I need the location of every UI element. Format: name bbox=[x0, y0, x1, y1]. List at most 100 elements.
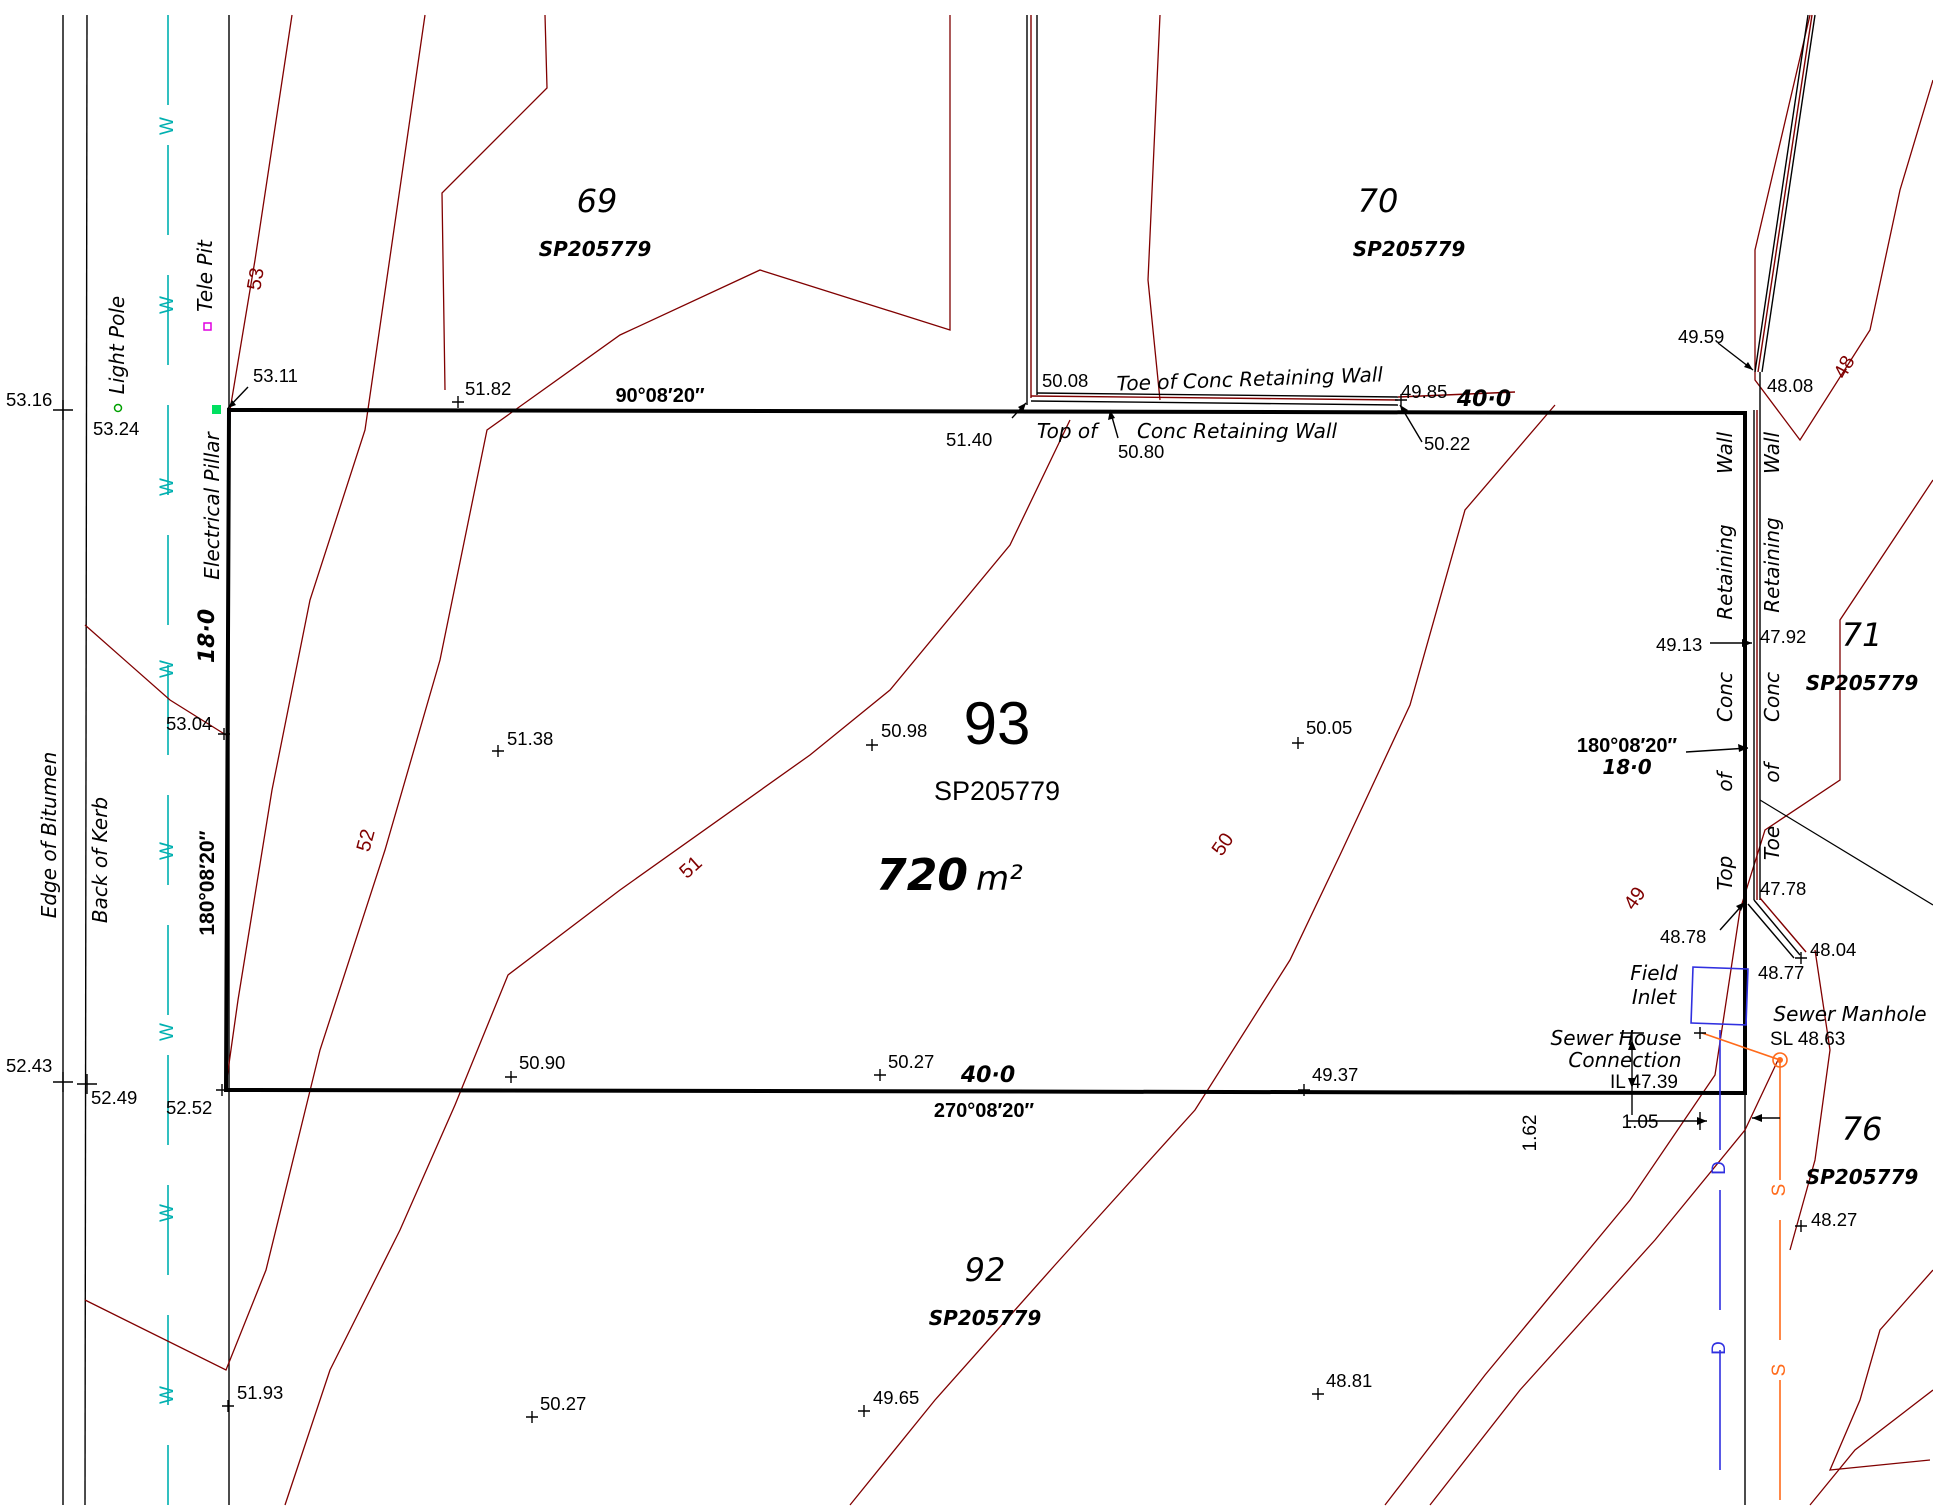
lot-number-69: 69 bbox=[577, 182, 618, 220]
sewer-connection-line bbox=[1701, 1032, 1781, 1061]
road-lines bbox=[62, 14, 1746, 1506]
arrow-heads bbox=[228, 362, 1762, 1125]
feature-symbols bbox=[113, 322, 221, 414]
lot-plan-92: SP205779 bbox=[929, 1306, 1042, 1330]
spot-level: 49.13 bbox=[1656, 634, 1702, 655]
tele-pit-icon bbox=[203, 322, 212, 331]
spot-level: 50.27 bbox=[888, 1051, 934, 1072]
east-wall-top: Conc bbox=[1713, 672, 1737, 722]
east-wall-toe: Retaining bbox=[1760, 517, 1784, 612]
spot-level: 52.49 bbox=[91, 1087, 137, 1108]
contour-label: 48 bbox=[1830, 352, 1860, 382]
lot-plan-main: SP205779 bbox=[934, 776, 1060, 806]
top-north-label-b: Conc Retaining Wall bbox=[1137, 419, 1338, 443]
east-bearing: 180°08′20″ bbox=[1577, 735, 1678, 757]
south-length: 40·0 bbox=[960, 1063, 1015, 1088]
spot-level: 53.11 bbox=[253, 365, 298, 386]
contour-lines bbox=[84, 14, 1933, 1506]
sewer-il: IL 47.39 bbox=[1610, 1072, 1678, 1093]
spot-level: 52.52 bbox=[166, 1097, 212, 1118]
lot-plan-76: SP205779 bbox=[1806, 1165, 1919, 1189]
field-inlet-label: Field bbox=[1630, 961, 1678, 985]
spot-level: 48.04 bbox=[1810, 939, 1856, 960]
spot-level: 50.05 bbox=[1306, 717, 1352, 738]
spot-level: 53.04 bbox=[166, 713, 212, 734]
spot-levels: 53.16 53.24 53.11 51.82 50.08 51.40 50.8… bbox=[6, 326, 1857, 1414]
contour-label: 50 bbox=[1208, 829, 1239, 860]
lot-labels: 93 SP205779 720 m² 69 SP205779 70 SP2057… bbox=[539, 182, 1919, 1330]
east-length: 18·0 bbox=[1602, 755, 1651, 779]
spot-level: 51.40 bbox=[946, 429, 992, 450]
feature-labels: Edge of Bitumen Back of Kerb Light Pole … bbox=[37, 239, 1927, 1152]
spot-level: 47.92 bbox=[1760, 626, 1806, 647]
water-marker: W bbox=[157, 117, 178, 135]
water-marker: W bbox=[157, 1023, 178, 1041]
water-main: W W W W W W W W bbox=[157, 15, 178, 1505]
east-wall-toe: Conc bbox=[1760, 672, 1784, 722]
spot-level: 51.82 bbox=[465, 378, 511, 399]
lot-plan-71: SP205779 bbox=[1806, 671, 1919, 695]
drain-marker: D bbox=[1709, 1341, 1730, 1355]
field-inlet-label: Inlet bbox=[1632, 985, 1677, 1009]
contour-label: 49 bbox=[1620, 883, 1651, 914]
back-of-kerb-line bbox=[84, 14, 88, 1506]
east-wall-top: Wall bbox=[1713, 432, 1737, 474]
retaining-walls bbox=[1026, 14, 1933, 959]
spot-level: 48.77 bbox=[1758, 962, 1804, 983]
sewer-marker: S bbox=[1769, 1184, 1790, 1197]
spot-level: 50.27 bbox=[540, 1393, 586, 1414]
contour-52 bbox=[84, 15, 951, 1371]
water-marker: W bbox=[157, 1204, 178, 1222]
spot-level: 48.08 bbox=[1767, 375, 1813, 396]
lot-number-92: 92 bbox=[965, 1251, 1006, 1289]
tele-pit-label: Tele Pit bbox=[193, 239, 217, 312]
east-wall-top: of bbox=[1713, 769, 1737, 791]
spot-level: 48.27 bbox=[1811, 1209, 1857, 1230]
services: D D S S bbox=[1690, 966, 1790, 1505]
spot-level: 49.37 bbox=[1312, 1064, 1358, 1085]
east-wall-toe: Wall bbox=[1760, 432, 1784, 474]
sewer-manhole-label: Sewer Manhole bbox=[1773, 1002, 1926, 1026]
spot-level: 50.22 bbox=[1424, 433, 1470, 454]
east-wall-toe: of bbox=[1760, 760, 1784, 782]
spot-level: 50.90 bbox=[519, 1052, 565, 1073]
lot-number-70: 70 bbox=[1358, 182, 1399, 220]
contour-48-e bbox=[1789, 949, 1831, 1251]
contour-labels: 53 52 51 50 49 48 bbox=[243, 266, 1859, 914]
electrical-pillar-label: Electrical Pillar bbox=[200, 430, 224, 579]
sewer-manhole-icon bbox=[1772, 1052, 1788, 1068]
lot-number-main: 93 bbox=[964, 690, 1031, 757]
light-pole-label: Light Pole bbox=[105, 296, 129, 394]
spot-level: 53.24 bbox=[93, 418, 139, 439]
contour-53 bbox=[225, 14, 426, 1086]
level-crosses bbox=[53, 394, 1807, 1423]
spot-level: 50.98 bbox=[881, 720, 927, 741]
contour-52-top bbox=[441, 14, 548, 391]
field-inlet-pit bbox=[1690, 966, 1749, 1026]
contour-48 bbox=[1754, 14, 1933, 442]
drain-marker: D bbox=[1709, 1161, 1730, 1175]
spot-level: 49.85 bbox=[1401, 381, 1447, 402]
lot-number-71: 71 bbox=[1842, 616, 1883, 654]
spot-level: 50.80 bbox=[1118, 441, 1164, 462]
light-pole-icon bbox=[113, 403, 123, 413]
contour-48-se-b bbox=[1828, 1269, 1933, 1471]
lot-area-value: 720 bbox=[876, 850, 968, 901]
spot-level: 48.81 bbox=[1326, 1370, 1372, 1391]
contour-50 bbox=[849, 404, 1556, 1506]
sewer-marker: S bbox=[1769, 1364, 1790, 1377]
offset-horizontal: 1.05 bbox=[1622, 1112, 1659, 1133]
west-bearing: 180°08′20″ bbox=[196, 830, 219, 935]
bearings: 90°08′20″ 40·0 270°08′20″ 40·0 180°08′20… bbox=[195, 385, 1678, 1122]
water-marker: W bbox=[157, 660, 178, 678]
east-wall-top: Retaining bbox=[1713, 524, 1737, 619]
offset-vertical: 1.62 bbox=[1520, 1115, 1541, 1152]
spot-level: 53.16 bbox=[6, 389, 52, 410]
spot-level: 48.78 bbox=[1660, 926, 1706, 947]
top-north-label-a: Top of bbox=[1037, 419, 1100, 443]
spot-level: 50.08 bbox=[1042, 370, 1088, 391]
spot-level: 52.43 bbox=[6, 1055, 52, 1076]
back-of-kerb-label: Back of Kerb bbox=[88, 797, 112, 923]
spot-level: 49.59 bbox=[1678, 326, 1724, 347]
sewer-manhole-sl: SL 48.63 bbox=[1770, 1029, 1845, 1050]
